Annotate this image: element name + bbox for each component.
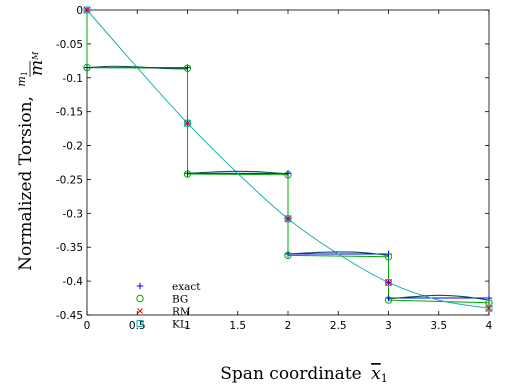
marker-rm: [285, 215, 291, 222]
x-tick-label: 3.5: [430, 320, 447, 332]
y-tick-label: 0: [76, 5, 83, 17]
x-tick-label: 1.5: [229, 320, 246, 332]
marker-rm: [385, 279, 392, 286]
marker-rm: [184, 120, 191, 127]
legend-label-kl: KL: [172, 319, 187, 331]
x-tick-label: 3: [385, 320, 392, 332]
y-tick-label: -0.2: [63, 141, 84, 153]
legend-label-rm: RM: [172, 306, 191, 318]
y-tick-label: -0.05: [56, 39, 83, 51]
y-tick-label: -0.1: [63, 73, 84, 85]
marker-bg: [485, 299, 493, 307]
series-markers: [83, 6, 493, 312]
marker-bg: [384, 296, 393, 304]
y-tick-label: -0.25: [56, 174, 83, 186]
legend-label-bg: BG: [172, 294, 188, 306]
section-fit-3: [287, 251, 389, 256]
legend-marker-exact: [136, 282, 144, 290]
marker-kl: [184, 119, 191, 127]
section-fit-2: [187, 170, 289, 175]
y-axis-ticks: 0 -0.05 -0.1 -0.15 -0.2 -0.25 -0.3 -0.35 -0.4 -0.…: [56, 5, 489, 322]
svg-text:mM: mM: [27, 51, 47, 76]
marker-bg: [384, 253, 393, 261]
x-tick-label: 0: [84, 320, 91, 332]
x-tick-label: 4: [486, 320, 493, 332]
legend-marker-rm: [137, 308, 143, 314]
y-tick-label: -0.15: [56, 107, 83, 119]
y-tick-label: -0.4: [63, 276, 84, 288]
y-tick-label: -0.35: [56, 242, 83, 254]
series-line-kl: [86, 9, 490, 309]
marker-bg: [83, 63, 91, 72]
marker-exact: [83, 64, 91, 71]
marker-kl: [284, 215, 292, 223]
marker-rm: [486, 305, 492, 312]
marker-bg: [183, 170, 192, 178]
marker-bg: [183, 64, 192, 72]
legend-marker-kl: [136, 320, 144, 327]
x-tick-label: 2: [285, 320, 292, 332]
section-fit-4: [388, 294, 490, 301]
y-tick-label: -0.45: [56, 310, 83, 322]
marker-kl: [485, 304, 493, 312]
section-fit-1: [86, 65, 188, 70]
y-tick-label: -0.3: [63, 208, 84, 220]
x-tick-label: 2.5: [330, 320, 347, 332]
plot-area: [86, 9, 490, 316]
marker-kl: [83, 6, 91, 14]
x-axis-label: Span coordinate x1: [220, 364, 387, 385]
y-axis-label: Normalized Torsion, m1 mM: [15, 51, 47, 271]
marker-rm: [84, 7, 90, 13]
x-axis-ticks: 0 0.5 1 1.5 2 2.5 3 3.5 4: [84, 10, 493, 332]
marker-bg: [284, 251, 292, 260]
marker-exact: [485, 294, 493, 302]
svg-text:Normalized Torsion, m1: Normalized Torsion, m1: [15, 71, 36, 271]
marker-bg: [284, 171, 292, 179]
x-tick-label: 1: [184, 320, 191, 332]
legend-label-exact: exact: [172, 281, 201, 293]
legend-marker-bg: [136, 294, 144, 303]
marker-kl: [385, 278, 392, 286]
